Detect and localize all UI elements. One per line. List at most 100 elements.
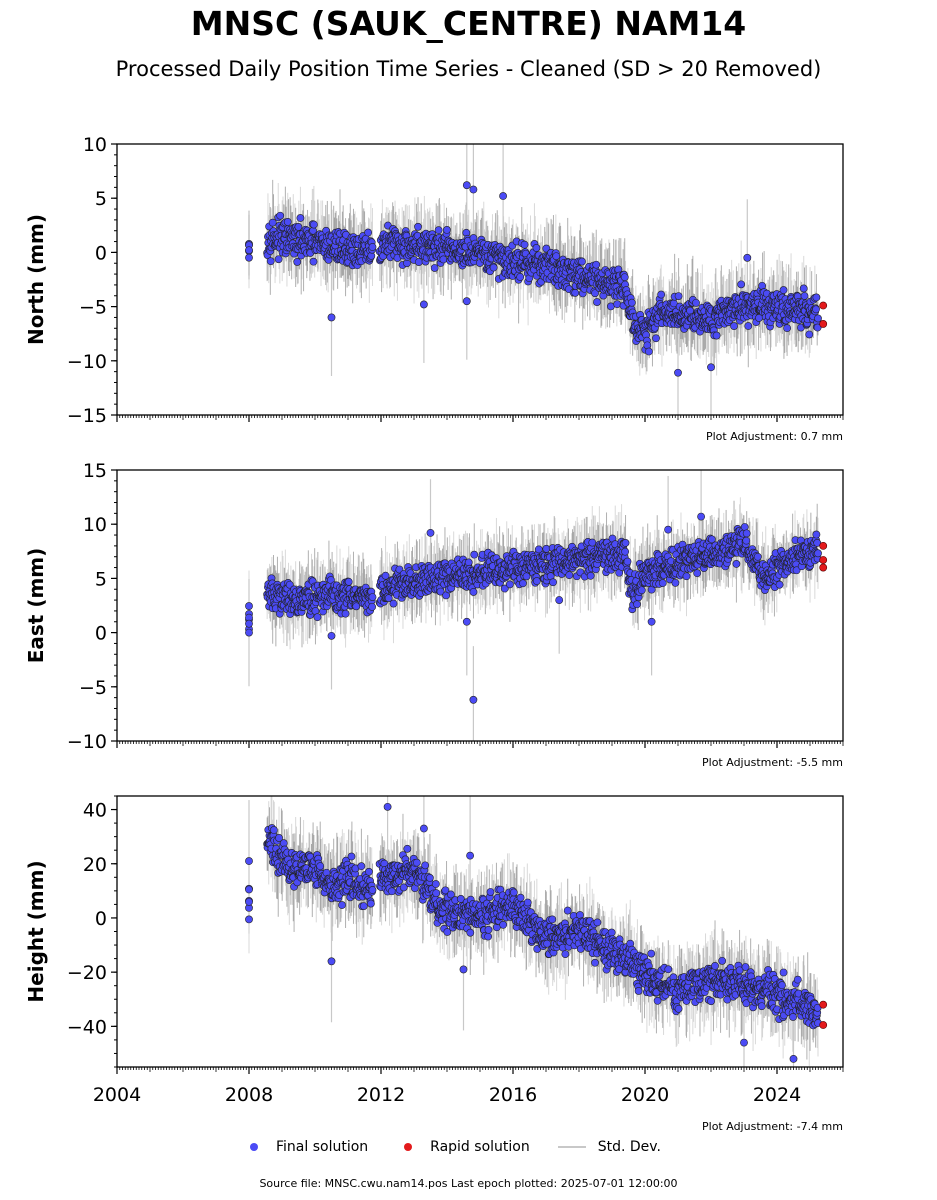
final-solution-point (462, 297, 471, 306)
final-solution-point (744, 322, 753, 330)
final-solution-point (469, 185, 478, 194)
final-solution-point (812, 305, 820, 314)
final-solution-point (313, 613, 322, 622)
final-solution-point (800, 292, 809, 300)
final-solution-point (674, 368, 682, 377)
final-solution-point (434, 226, 443, 235)
y-tick-label: 0 (95, 242, 107, 264)
final-solution-point (426, 528, 435, 537)
final-solution-point (245, 619, 253, 628)
final-solution-point (368, 593, 377, 602)
plot-adjustment-note: Plot Adjustment: -5.5 mm (702, 756, 843, 769)
y-tick-label: −10 (67, 351, 107, 373)
final-solution-point (571, 288, 580, 297)
final-solution-point (592, 260, 601, 269)
final-solution-point (245, 628, 253, 637)
final-solution-point (268, 218, 277, 227)
y-tick-label: −10 (67, 731, 107, 753)
rapid-solution-point (819, 556, 828, 564)
y-tick-label: −15 (67, 405, 107, 427)
final-solution-point (520, 240, 529, 249)
chart-subtitle: Processed Daily Position Time Series - C… (115, 57, 822, 81)
y-axis-label: North (mm) (24, 214, 48, 345)
final-solution-point (516, 273, 525, 281)
final-solution-point (549, 578, 557, 587)
final-solution-point (753, 552, 762, 561)
final-solution-point (652, 334, 660, 343)
final-solution-point (730, 322, 738, 330)
final-solution-point (697, 512, 705, 521)
final-solution-point (647, 617, 656, 626)
final-solution-point (283, 217, 292, 226)
final-solution-point (740, 523, 749, 531)
final-solution-points (245, 181, 822, 377)
final-solution-point (462, 181, 471, 190)
final-solution-point (368, 602, 376, 611)
final-solution-point (783, 324, 791, 333)
final-solution-point (664, 525, 672, 534)
final-solution-point (309, 220, 318, 229)
final-solution-point (588, 538, 597, 547)
final-solution-point (245, 253, 253, 262)
final-solution-point (637, 586, 646, 595)
final-solution-point (245, 246, 253, 255)
rapid-solution-point (819, 320, 828, 328)
final-solution-point (775, 580, 784, 589)
final-solution-point (644, 347, 653, 356)
final-solution-point (658, 579, 667, 587)
final-solution-point (623, 557, 632, 566)
final-solution-point (309, 257, 318, 266)
final-solution-point (743, 253, 752, 262)
final-solution-point (522, 572, 531, 581)
final-solution-point (439, 255, 448, 264)
rapid-solution-points (819, 301, 828, 328)
final-solution-point (344, 577, 353, 586)
final-solution-point (470, 550, 479, 559)
y-axis-label: East (mm) (24, 548, 48, 664)
final-solution-point (812, 530, 821, 539)
final-solution-point (692, 298, 700, 307)
final-solution-point (469, 695, 478, 704)
final-solution-point (293, 258, 302, 266)
final-solution-point (469, 588, 478, 596)
final-solution-point (621, 547, 630, 556)
panel-1: 15 10 5 0 −5 −10 East (mm) Plot Adjustment: -5.… (24, 460, 844, 769)
y-tick-label: 5 (95, 568, 107, 590)
y-tick-label: 5 (95, 188, 107, 210)
plot-adjustment-note: Plot Adjustment: 0.7 mm (706, 430, 843, 443)
final-solution-point (671, 578, 680, 587)
final-solution-point (296, 214, 305, 222)
final-solution-point (389, 599, 398, 608)
chart-title: MNSC (SAUK_CENTRE) NAM14 (190, 4, 747, 43)
final-solution-point (674, 292, 683, 301)
final-solution-point (419, 300, 428, 309)
final-solution-point (613, 300, 622, 309)
y-tick-label: −5 (79, 677, 107, 699)
final-solution-point (593, 298, 601, 306)
final-solution-point (707, 363, 715, 372)
final-solution-point (814, 314, 822, 323)
final-solution-point (505, 580, 514, 589)
final-solution-point (586, 571, 595, 580)
std-dev-bars (248, 144, 819, 415)
panel-0: 10 5 0 −5 −10 −15 North (mm) Plot Adjustment: 0… (24, 134, 844, 443)
final-solution-point (414, 258, 423, 266)
final-solution-point (633, 600, 641, 609)
final-solution-point (552, 252, 561, 261)
final-solution-point (462, 617, 471, 626)
final-solution-point (519, 579, 527, 588)
final-solution-point (443, 226, 451, 234)
final-solution-point (274, 255, 283, 264)
final-solution-point (368, 243, 377, 251)
rapid-solution-point (819, 563, 828, 572)
final-solution-point (532, 244, 541, 252)
final-solution-point (742, 536, 751, 545)
final-solution-point (712, 331, 721, 340)
final-solution-point (555, 596, 564, 604)
final-solution-point (693, 569, 702, 578)
y-tick-label: 0 (95, 623, 107, 645)
final-solution-point (294, 223, 303, 231)
final-solution-point (364, 228, 373, 237)
